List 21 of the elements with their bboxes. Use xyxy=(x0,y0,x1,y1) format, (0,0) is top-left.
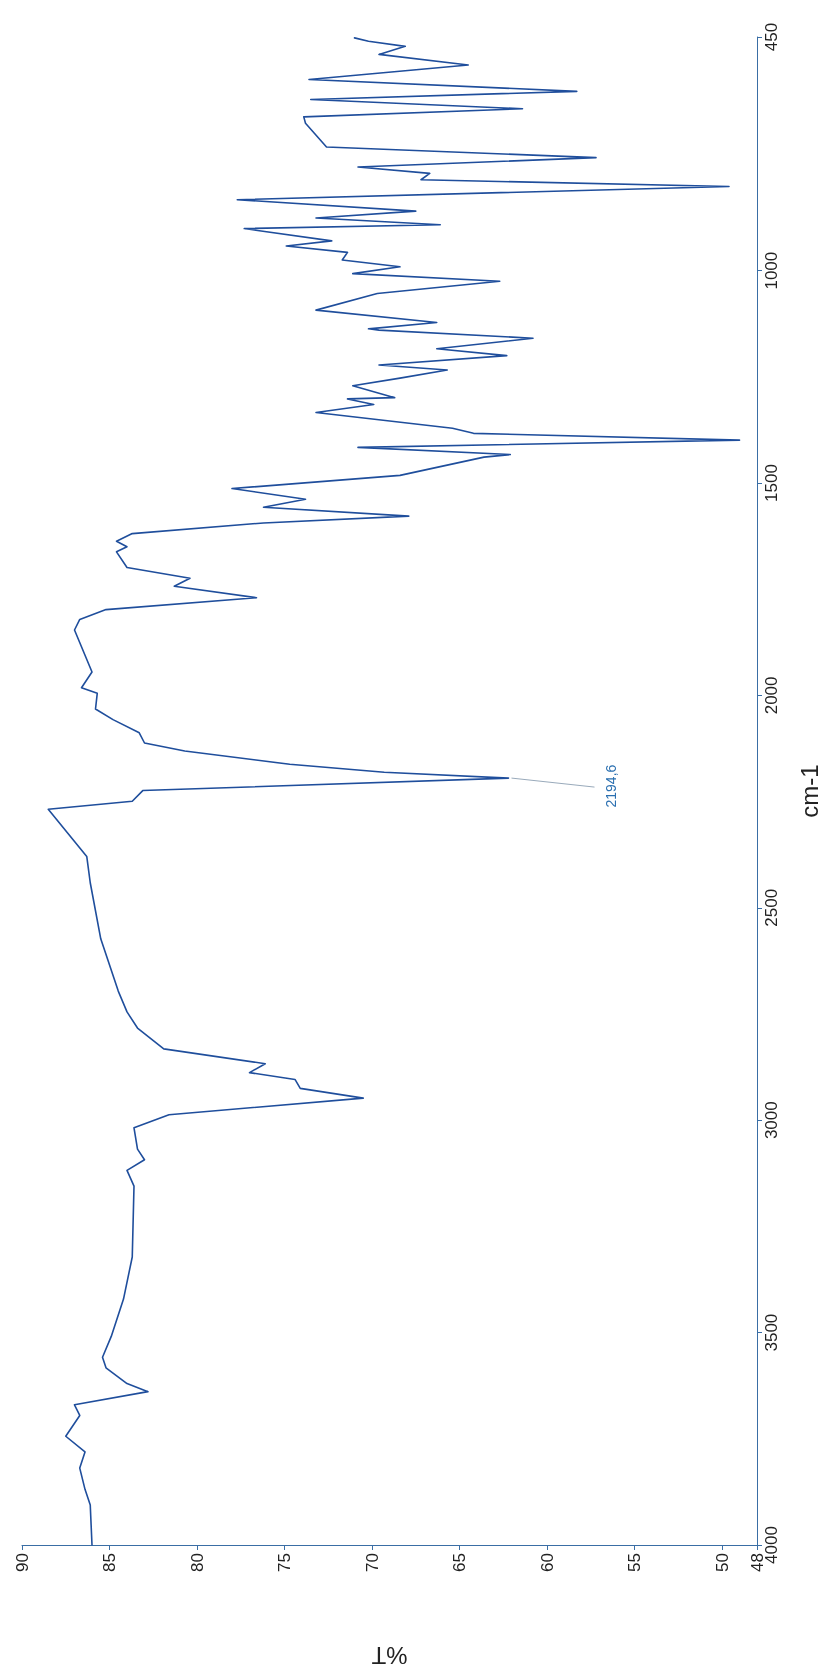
line-series xyxy=(47,37,741,1546)
x-axis-title: %T xyxy=(371,1641,408,1669)
y-tick-label: 3000 xyxy=(762,1101,781,1140)
x-tick-label: 65 xyxy=(450,1553,469,1572)
y-tick-label: 2500 xyxy=(762,888,781,927)
y-tick-label: 1000 xyxy=(762,251,781,290)
y-tick-label: 2000 xyxy=(762,676,781,715)
y-tick-label: 1500 xyxy=(762,464,781,502)
x-tick-label: 55 xyxy=(625,1553,644,1572)
x-tick-label: 90 xyxy=(12,1553,32,1572)
x-tick-label: 70 xyxy=(362,1553,382,1572)
y-axis-title: cm-1 xyxy=(795,764,823,818)
y-tick-label: 3500 xyxy=(762,1313,781,1352)
y-tick-label: 4000 xyxy=(762,1526,781,1564)
x-tick-label: 60 xyxy=(537,1553,557,1572)
x-tick-label: 85 xyxy=(100,1553,119,1572)
x-tick-label: 50 xyxy=(712,1553,732,1572)
y-tick-label: 450 xyxy=(762,22,781,52)
annotation: 2194,6 xyxy=(602,764,619,808)
x-tick-label: 75 xyxy=(275,1553,294,1572)
x-tick-label: 80 xyxy=(187,1553,207,1572)
